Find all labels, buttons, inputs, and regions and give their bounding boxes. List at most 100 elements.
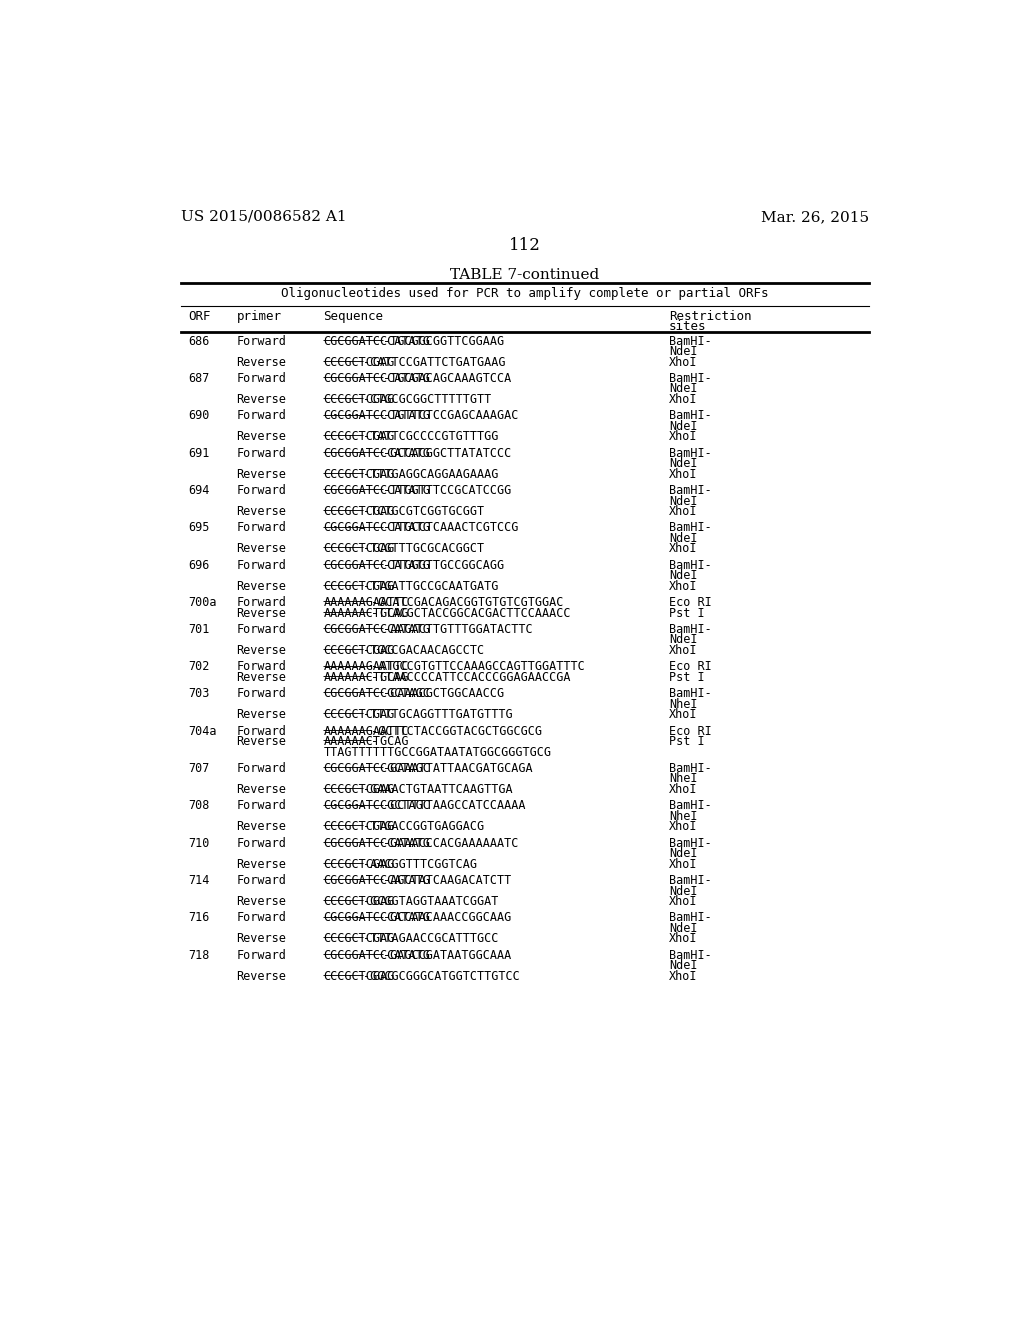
Text: CCCGCTCGAG: CCCGCTCGAG bbox=[324, 355, 394, 368]
Text: CGCGGATCCCATATG: CGCGGATCCCATATG bbox=[324, 335, 430, 347]
Text: CGCGGATCCGCTAGC: CGCGGATCCGCTAGC bbox=[324, 688, 430, 701]
Text: Restriction: Restriction bbox=[669, 310, 752, 323]
Text: Reverse: Reverse bbox=[237, 543, 287, 556]
Text: Forward: Forward bbox=[237, 762, 287, 775]
Text: NdeI: NdeI bbox=[669, 532, 697, 545]
Text: XhoI: XhoI bbox=[669, 970, 697, 982]
Text: 704a: 704a bbox=[188, 725, 217, 738]
Text: 703: 703 bbox=[188, 688, 210, 701]
Text: XhoI: XhoI bbox=[669, 932, 697, 945]
Text: -GAAATTATTAACGATGCAGA: -GAAATTATTAACGATGCAGA bbox=[383, 762, 532, 775]
Text: CGCGGATCCCATATG: CGCGGATCCCATATG bbox=[324, 623, 430, 636]
Text: CCCGCTCGAG: CCCGCTCGAG bbox=[324, 543, 394, 556]
Text: -TTTAGAACCGCATTTGCC: -TTTAGAACCGCATTTGCC bbox=[362, 932, 499, 945]
Text: CGCGGATCCCATATG: CGCGGATCCCATATG bbox=[324, 484, 430, 498]
Text: -CCTTTTAAGCCATCCAAAA: -CCTTTTAAGCCATCCAAAA bbox=[383, 800, 525, 812]
Text: Reverse: Reverse bbox=[237, 895, 287, 908]
Text: AAAAAACTGCAG: AAAAAACTGCAG bbox=[324, 735, 409, 748]
Text: Reverse: Reverse bbox=[237, 970, 287, 982]
Text: primer: primer bbox=[237, 310, 282, 323]
Text: Pst I: Pst I bbox=[669, 607, 705, 619]
Text: -GCTTCTACCGGTACGCTGGCGCG: -GCTTCTACCGGTACGCTGGCGCG bbox=[371, 725, 542, 738]
Text: Forward: Forward bbox=[237, 372, 287, 385]
Text: -GCATCGACAGACGGTGTGTCGTGGAC: -GCATCGACAGACGGTGTGTCGTGGAC bbox=[371, 597, 563, 609]
Text: 112: 112 bbox=[509, 238, 541, 253]
Text: CCCGCTCGAG: CCCGCTCGAG bbox=[324, 430, 394, 444]
Text: XhoI: XhoI bbox=[669, 708, 697, 721]
Text: -CTGCGCGGCTTTTTGTT: -CTGCGCGGCTTTTTGTT bbox=[362, 393, 492, 405]
Text: CCCGCTCGAG: CCCGCTCGAG bbox=[324, 644, 394, 657]
Text: XhoI: XhoI bbox=[669, 506, 697, 517]
Text: TTAGTTTTTTGCCGGATAATATGGCGGGTGCG: TTAGTTTTTTGCCGGATAATATGGCGGGTGCG bbox=[324, 746, 551, 759]
Text: 695: 695 bbox=[188, 521, 210, 535]
Text: BamHI-: BamHI- bbox=[669, 521, 712, 535]
Text: -TGTTCTCCGAGCAAAGAC: -TGTTCTCCGAGCAAAGAC bbox=[383, 409, 518, 422]
Text: NdeI: NdeI bbox=[669, 457, 697, 470]
Text: -TTACGCTACCGGCACGACTTCCAAACC: -TTACGCTACCGGCACGACTTCCAAACC bbox=[371, 607, 570, 619]
Text: AAAAAACTGCAG: AAAAAACTGCAG bbox=[324, 607, 409, 619]
Text: CCCGCTCGAG: CCCGCTCGAG bbox=[324, 895, 394, 908]
Text: Forward: Forward bbox=[237, 911, 287, 924]
Text: CGCGGATCCCATATG: CGCGGATCCCATATG bbox=[324, 558, 430, 572]
Text: Forward: Forward bbox=[237, 558, 287, 572]
Text: -GGCGCGGGCATGGTCTTGTCC: -GGCGCGGGCATGGTCTTGTCC bbox=[362, 970, 519, 982]
Text: BamHI-: BamHI- bbox=[669, 558, 712, 572]
Text: Forward: Forward bbox=[237, 688, 287, 701]
Text: BamHI-: BamHI- bbox=[669, 837, 712, 850]
Text: Eco RI: Eco RI bbox=[669, 725, 712, 738]
Text: AAAAAACTGCAG: AAAAAACTGCAG bbox=[324, 671, 409, 684]
Text: Forward: Forward bbox=[237, 623, 287, 636]
Text: -TTAACCCCATTCCACCCGGAGAACCGA: -TTAACCCCATTCCACCCGGAGAACCGA bbox=[371, 671, 570, 684]
Text: -TTGACCGGTGAGGACG: -TTGACCGGTGAGGACG bbox=[362, 820, 484, 833]
Text: CGCGGATCCGCTAGC: CGCGGATCCGCTAGC bbox=[324, 762, 430, 775]
Text: XhoI: XhoI bbox=[669, 543, 697, 556]
Text: NdeI: NdeI bbox=[669, 960, 697, 973]
Text: CCCGCTCGAG: CCCGCTCGAG bbox=[324, 467, 394, 480]
Text: -AGCTATCAAGACATCTT: -AGCTATCAAGACATCTT bbox=[383, 874, 511, 887]
Text: NheI: NheI bbox=[669, 698, 697, 710]
Text: 687: 687 bbox=[188, 372, 210, 385]
Text: CCCGCTCGAG: CCCGCTCGAG bbox=[324, 393, 394, 405]
Text: Reverse: Reverse bbox=[237, 467, 287, 480]
Text: CCCGCTCGAG: CCCGCTCGAG bbox=[324, 820, 394, 833]
Text: CCCGCTCGAG: CCCGCTCGAG bbox=[324, 579, 394, 593]
Text: BamHI-: BamHI- bbox=[669, 800, 712, 812]
Text: 716: 716 bbox=[188, 911, 210, 924]
Text: Forward: Forward bbox=[237, 597, 287, 609]
Text: Eco RI: Eco RI bbox=[669, 660, 712, 673]
Text: Forward: Forward bbox=[237, 409, 287, 422]
Text: XhoI: XhoI bbox=[669, 467, 697, 480]
Text: -TTGGTTTCCGCATCCGG: -TTGGTTTCCGCATCCGG bbox=[383, 484, 511, 498]
Text: NdeI: NdeI bbox=[669, 921, 697, 935]
Text: Reverse: Reverse bbox=[237, 820, 287, 833]
Text: -: - bbox=[371, 735, 378, 748]
Text: Forward: Forward bbox=[237, 725, 287, 738]
Text: -GAAACTGTAATTCAAGTTGA: -GAAACTGTAATTCAAGTTGA bbox=[362, 783, 513, 796]
Text: Forward: Forward bbox=[237, 446, 287, 459]
Text: XhoI: XhoI bbox=[669, 579, 697, 593]
Text: -TTTGAGGCAGGAAGAAAG: -TTTGAGGCAGGAAGAAAG bbox=[362, 467, 499, 480]
Text: NdeI: NdeI bbox=[669, 847, 697, 861]
Text: BamHI-: BamHI- bbox=[669, 484, 712, 498]
Text: TABLE 7-continued: TABLE 7-continued bbox=[451, 268, 599, 281]
Text: BamHI-: BamHI- bbox=[669, 335, 712, 347]
Text: -TTGGGTTGCCGGCAGG: -TTGGGTTGCCGGCAGG bbox=[383, 558, 504, 572]
Text: Forward: Forward bbox=[237, 521, 287, 535]
Text: -GAAACCCACGAAAAAATC: -GAAACCCACGAAAAAATC bbox=[383, 837, 518, 850]
Text: CCCGCTCGAG: CCCGCTCGAG bbox=[324, 708, 394, 721]
Text: CGCGGATCCCATATG: CGCGGATCCCATATG bbox=[324, 521, 430, 535]
Text: Forward: Forward bbox=[237, 837, 287, 850]
Text: Reverse: Reverse bbox=[237, 393, 287, 405]
Text: 701: 701 bbox=[188, 623, 210, 636]
Text: Forward: Forward bbox=[237, 949, 287, 962]
Text: 696: 696 bbox=[188, 558, 210, 572]
Text: 700a: 700a bbox=[188, 597, 217, 609]
Text: US 2015/0086582 A1: US 2015/0086582 A1 bbox=[180, 210, 346, 224]
Text: -GCCACGGCTTATATCCC: -GCCACGGCTTATATCCC bbox=[383, 446, 511, 459]
Text: Sequence: Sequence bbox=[324, 310, 383, 323]
Text: -TCTGCGTCGGTGCGGT: -TCTGCGTCGGTGCGGT bbox=[362, 506, 484, 517]
Text: CGCGGATCCCATATG: CGCGGATCCCATATG bbox=[324, 837, 430, 850]
Text: Reverse: Reverse bbox=[237, 355, 287, 368]
Text: 691: 691 bbox=[188, 446, 210, 459]
Text: NheI: NheI bbox=[669, 810, 697, 822]
